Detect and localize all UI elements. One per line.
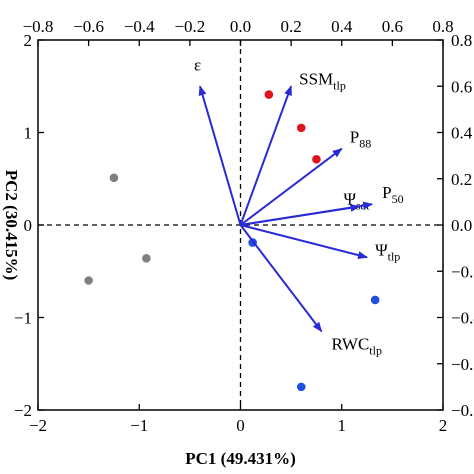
top-tick-label: 0.0	[230, 17, 251, 36]
loading-vector-label: P88	[350, 128, 371, 151]
data-point-red	[296, 123, 306, 133]
top-tick-label: −0.8	[23, 17, 54, 36]
right-tick-label: −0.2	[451, 262, 474, 281]
right-tick-label: 0.6	[451, 77, 472, 96]
loading-vector-label: RWCtlp	[332, 334, 382, 357]
loading-vector-label: Ψtlp	[375, 240, 400, 263]
x-tick-label: −2	[29, 416, 47, 435]
top-tick-label: −0.6	[73, 17, 104, 36]
loading-vector-label: SSMtlp	[299, 69, 346, 92]
loading-vector-label: P50	[382, 183, 403, 206]
top-tick-label: 0.6	[382, 17, 403, 36]
y-tick-label: −1	[14, 309, 32, 328]
top-tick-label: −0.2	[174, 17, 205, 36]
y-tick-label: 0	[24, 216, 33, 235]
y-tick-label: 1	[24, 124, 33, 143]
right-tick-label: −0.4	[451, 309, 474, 328]
x-tick-label: 0	[236, 416, 245, 435]
data-point-red	[312, 155, 321, 164]
y-tick-label: 2	[24, 31, 33, 50]
data-point-gray	[84, 276, 93, 285]
data-point-gray	[109, 173, 119, 183]
top-tick-label: −0.4	[124, 17, 155, 36]
data-point-blue	[296, 382, 306, 392]
loading-vector-arrow	[239, 85, 293, 226]
data-point-blue	[370, 295, 380, 305]
right-tick-label: 0.4	[451, 124, 473, 143]
loading-vector-arrow	[198, 85, 242, 226]
x-tick-label: 2	[439, 416, 448, 435]
top-tick-label: 0.4	[331, 17, 353, 36]
x-tick-label: −1	[130, 416, 148, 435]
top-tick-label: 0.8	[432, 17, 453, 36]
loading-vector-arrow	[240, 224, 369, 260]
data-point-red	[264, 90, 274, 99]
right-tick-label: −0.8	[451, 401, 474, 420]
right-tick-label: 0.8	[451, 31, 472, 50]
loading-vector-label: ε	[194, 55, 201, 74]
loading-vector-arrow	[239, 147, 343, 226]
right-tick-label: 0.0	[451, 216, 472, 235]
top-tick-label: 0.2	[281, 17, 302, 36]
right-tick-label: 0.2	[451, 170, 472, 189]
loading-vector-arrow	[240, 201, 374, 226]
x-tick-label: 1	[338, 416, 347, 435]
y-axis-title: PC2 (30.415%)	[2, 170, 21, 280]
y-tick-label: −2	[14, 401, 32, 420]
right-tick-label: −0.6	[451, 355, 474, 374]
x-axis-title: PC1 (49.431%)	[185, 449, 295, 468]
loading-vector-arrow	[239, 224, 323, 333]
data-point-gray	[142, 253, 151, 263]
